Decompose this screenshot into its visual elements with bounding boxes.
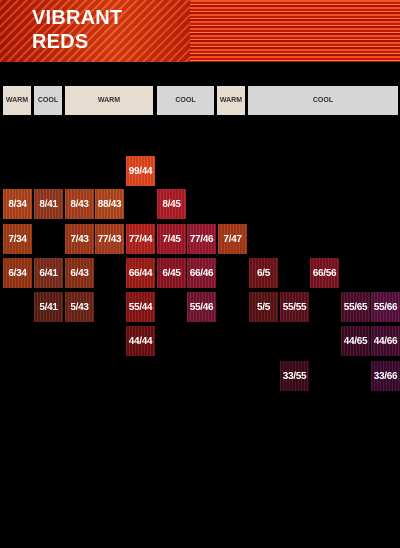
color-swatch: 77/44: [126, 224, 155, 254]
color-swatch: 99/44: [126, 156, 155, 186]
color-swatch: 77/46: [187, 224, 216, 254]
color-swatch: 7/34: [3, 224, 32, 254]
hair-swirl-image: [0, 0, 190, 62]
color-swatch: 66/46: [187, 258, 216, 288]
color-swatch: 44/66: [371, 326, 400, 356]
color-swatch: 6/34: [3, 258, 32, 288]
color-swatch: 55/44: [126, 292, 155, 322]
page-title: VIBRANT REDS: [32, 6, 122, 54]
tone-header-warm: WARM: [65, 86, 153, 115]
color-swatch: 66/44: [126, 258, 155, 288]
color-swatch: 5/5: [249, 292, 278, 322]
tone-header-row: WARM COOL WARM COOL WARM COOL: [0, 86, 400, 115]
banner: VIBRANT REDS: [0, 0, 400, 62]
color-swatch: 8/45: [157, 189, 186, 219]
color-swatch: 33/66: [371, 361, 400, 391]
color-swatch: 6/43: [65, 258, 94, 288]
tone-header-warm: WARM: [217, 86, 245, 115]
hair-strand-image: [190, 0, 400, 62]
color-swatch: 6/41: [34, 258, 63, 288]
color-swatch: 7/47: [218, 224, 247, 254]
color-swatch: 88/43: [95, 189, 124, 219]
color-swatch: 8/41: [34, 189, 63, 219]
color-swatch: 5/41: [34, 292, 63, 322]
color-swatch: 44/44: [126, 326, 155, 356]
color-swatch: 66/56: [310, 258, 339, 288]
color-swatch: 55/55: [280, 292, 309, 322]
title-line-2: REDS: [32, 31, 89, 53]
color-swatch: 55/46: [187, 292, 216, 322]
color-swatch: 6/5: [249, 258, 278, 288]
color-swatch: 6/45: [157, 258, 186, 288]
tone-header-cool: COOL: [248, 86, 398, 115]
color-swatch: 33/55: [280, 361, 309, 391]
tone-header-cool: COOL: [34, 86, 62, 115]
color-swatch: 55/66: [371, 292, 400, 322]
color-swatch: 8/43: [65, 189, 94, 219]
color-swatch: 7/45: [157, 224, 186, 254]
color-swatch: 5/43: [65, 292, 94, 322]
tone-header-cool: COOL: [157, 86, 214, 115]
tone-header-warm: WARM: [3, 86, 31, 115]
color-swatch: 44/65: [341, 326, 370, 356]
color-swatch: 55/65: [341, 292, 370, 322]
color-swatch: 77/43: [95, 224, 124, 254]
color-swatch: 7/43: [65, 224, 94, 254]
color-swatch: 8/34: [3, 189, 32, 219]
title-line-1: VIBRANT: [32, 7, 123, 29]
